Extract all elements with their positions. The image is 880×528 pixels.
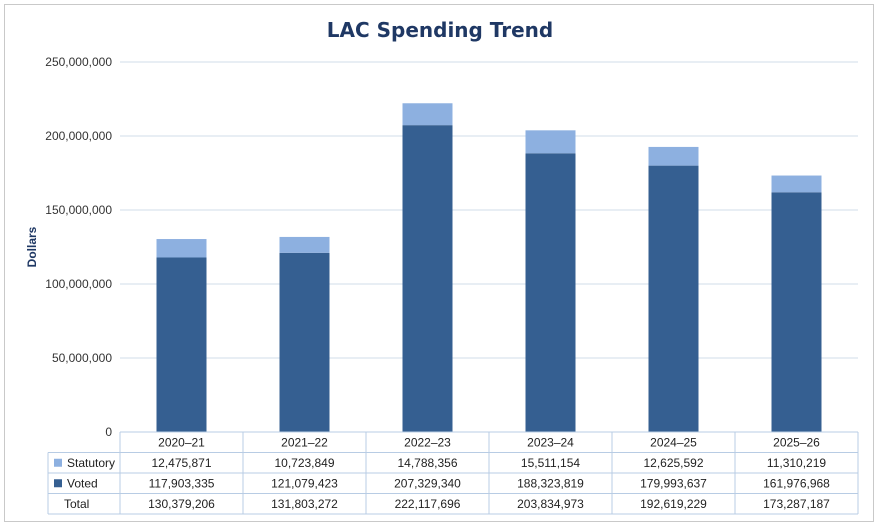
data-label-statutory: 14,788,356 (397, 456, 457, 470)
y-tick-label: 250,000,000 (45, 55, 112, 69)
bar-voted (648, 165, 699, 432)
bar-voted (279, 252, 330, 432)
y-tick-label: 150,000,000 (45, 203, 112, 217)
x-tick-label: 2024–25 (650, 435, 697, 449)
data-label-total: 222,117,696 (395, 497, 461, 511)
bar-statutory (156, 239, 207, 258)
data-label-statutory: 12,475,871 (151, 456, 211, 470)
y-tick-label: 100,000,000 (45, 277, 112, 291)
x-tick-label: 2020–21 (158, 435, 205, 449)
bar-voted (402, 125, 453, 432)
data-label-total: 192,619,229 (640, 497, 707, 511)
data-label-total: 203,834,973 (517, 497, 584, 511)
data-table: 2020–21 2021–22 2022–23 2023–24 2024–25 2025–… (47, 431, 859, 515)
data-label-statutory: 12,625,592 (643, 456, 703, 470)
chart-title: LAC Spending Trend (326, 18, 554, 42)
data-label-voted: 179,993,637 (640, 476, 707, 490)
legend-key-voted (54, 479, 62, 488)
data-label-statutory: 15,511,154 (521, 456, 580, 470)
data-label-voted: 161,976,968 (763, 476, 830, 490)
data-label-total: 131,803,272 (271, 497, 338, 511)
bar-voted (156, 257, 207, 432)
legend-key-statutory (54, 458, 62, 467)
x-tick-label: 2023–24 (527, 435, 574, 449)
y-tick-label: 0 (105, 425, 112, 439)
y-tick-label: 200,000,000 (45, 129, 112, 143)
x-tick-label: 2021–22 (281, 435, 328, 449)
data-label-voted: 188,323,819 (517, 476, 584, 490)
data-label-voted: 121,079,423 (271, 476, 338, 490)
data-label-voted: 117,903,335 (149, 476, 215, 490)
bar-statutory (525, 130, 576, 154)
data-label-total: 173,287,187 (763, 497, 830, 511)
bar-voted (771, 192, 822, 432)
bar-statutory (771, 175, 822, 193)
row-label-total: Total (64, 497, 89, 511)
gridlines (120, 61, 858, 359)
bar-statutory (648, 146, 699, 166)
y-tick-label: 50,000,000 (52, 351, 112, 365)
bar-voted (525, 153, 576, 432)
x-tick-label: 2022–23 (404, 435, 451, 449)
data-label-statutory: 11,310,219 (767, 456, 826, 470)
row-label-voted: Voted (67, 476, 98, 490)
bar-statutory (279, 236, 330, 253)
x-tick-label: 2025–26 (773, 435, 820, 449)
y-axis-ticks: 0 50,000,000 100,000,000 150,000,000 200,000… (45, 55, 112, 439)
y-axis-label: Dollars (25, 226, 39, 267)
bar-statutory (402, 103, 453, 126)
data-label-statutory: 10,723,849 (274, 456, 334, 470)
row-label-statutory: Statutory (67, 456, 115, 470)
bars (156, 103, 822, 432)
data-label-total: 130,379,206 (148, 497, 215, 511)
data-label-voted: 207,329,340 (394, 476, 461, 490)
